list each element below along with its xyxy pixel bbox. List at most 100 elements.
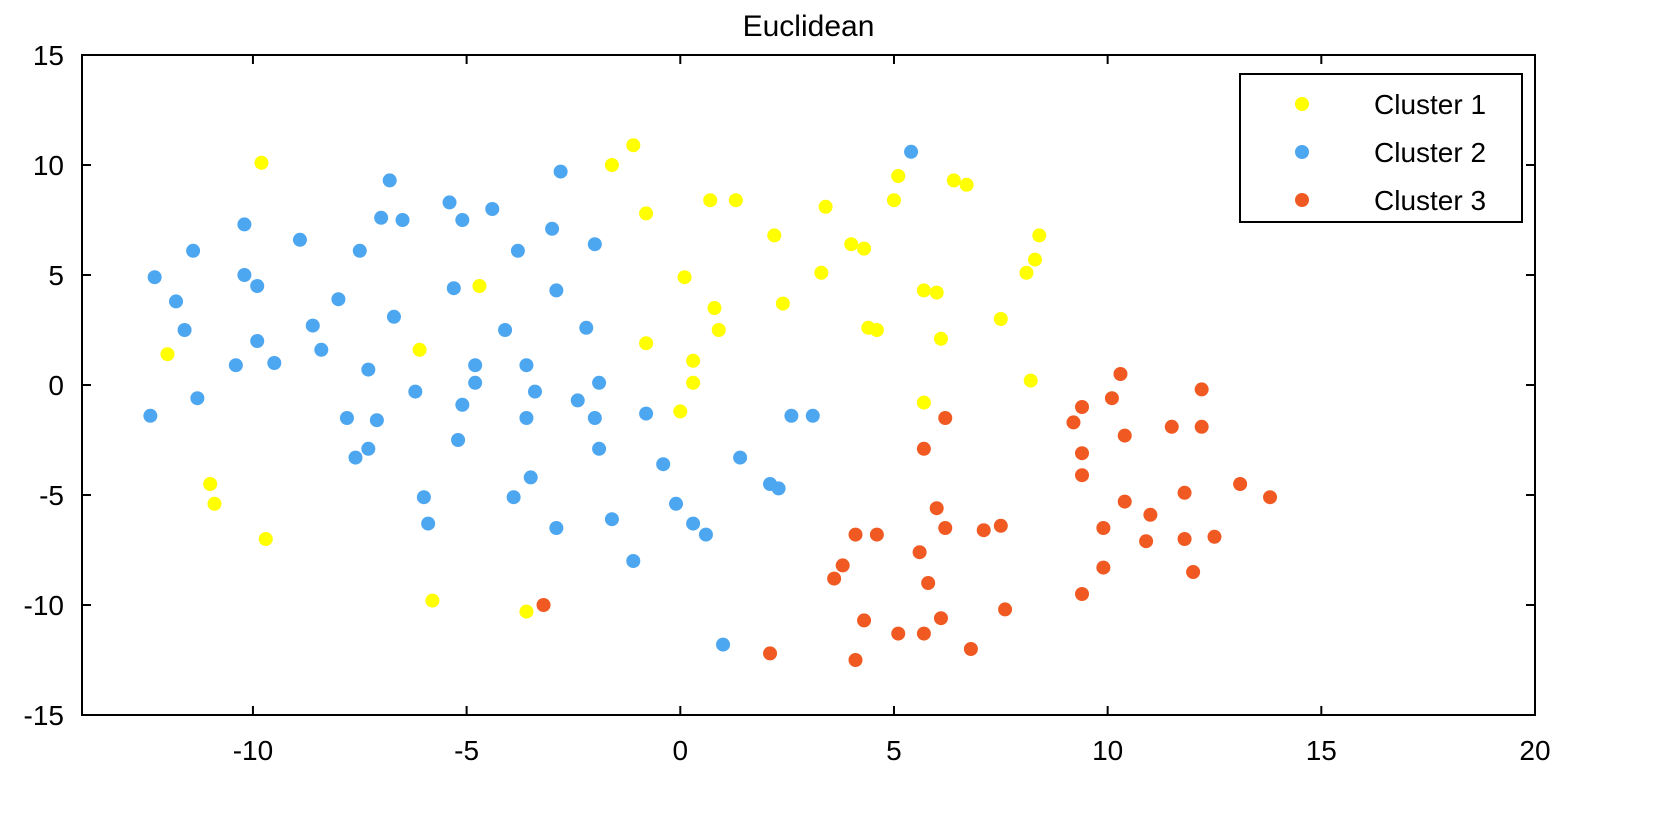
data-point	[267, 356, 282, 370]
y-tick-label: -5	[39, 480, 64, 511]
x-tick-label: -5	[454, 735, 479, 766]
data-point	[775, 296, 790, 311]
data-point	[237, 268, 252, 282]
data-point	[579, 320, 594, 335]
series-cluster-1	[160, 138, 1047, 619]
data-point	[848, 653, 863, 667]
data-point	[523, 470, 538, 485]
data-point	[869, 527, 884, 542]
data-point	[169, 294, 184, 309]
data-point	[305, 318, 320, 333]
data-point	[186, 243, 201, 258]
legend-marker	[1295, 193, 1309, 207]
data-point	[626, 138, 641, 153]
data-point	[639, 336, 654, 351]
data-point	[604, 512, 619, 527]
data-point	[348, 450, 363, 465]
data-point	[1194, 419, 1209, 434]
data-point	[1066, 415, 1081, 430]
data-point	[993, 312, 1008, 326]
data-point	[656, 457, 671, 472]
data-point	[938, 521, 953, 535]
data-point	[1075, 400, 1090, 414]
data-point	[933, 331, 948, 346]
x-tick-label: 0	[673, 735, 689, 766]
data-point	[1019, 265, 1034, 280]
data-point	[468, 375, 483, 390]
data-point	[408, 384, 423, 399]
data-point	[921, 576, 936, 590]
data-point	[686, 375, 701, 390]
data-point	[485, 202, 500, 216]
data-point	[669, 496, 684, 511]
data-point	[549, 283, 564, 298]
data-point	[1023, 373, 1038, 388]
data-point	[933, 611, 948, 626]
data-point	[425, 593, 440, 608]
data-point	[1032, 228, 1047, 243]
legend-label: Cluster 2	[1374, 137, 1486, 168]
data-point	[946, 173, 961, 188]
data-point	[733, 450, 748, 465]
data-point	[929, 285, 944, 300]
data-point	[929, 501, 944, 516]
y-tick-label: 10	[33, 150, 64, 181]
data-point	[177, 323, 192, 337]
data-point	[519, 358, 534, 373]
data-point	[1263, 490, 1278, 505]
legend-box	[1239, 73, 1523, 223]
data-point	[891, 169, 906, 183]
data-point	[827, 571, 842, 586]
data-point	[1113, 367, 1128, 381]
legend-marker	[1295, 97, 1309, 111]
data-point	[386, 309, 401, 324]
data-point	[904, 144, 919, 159]
data-point	[510, 243, 525, 258]
data-point	[916, 395, 931, 410]
data-point	[835, 558, 850, 573]
data-point	[468, 358, 483, 373]
data-point	[254, 155, 269, 170]
data-point	[587, 411, 602, 425]
data-point	[374, 210, 389, 225]
x-tick-label: 15	[1306, 735, 1337, 766]
data-point	[1096, 560, 1111, 575]
data-point	[912, 545, 927, 560]
data-point	[1027, 252, 1042, 267]
data-point	[382, 173, 397, 188]
data-point	[869, 323, 884, 337]
data-point	[455, 397, 470, 412]
data-point	[848, 527, 863, 542]
data-point	[369, 413, 384, 428]
data-point	[677, 270, 692, 285]
data-point	[237, 217, 252, 232]
data-point	[716, 637, 731, 652]
data-point	[639, 206, 654, 221]
data-point	[498, 323, 513, 337]
data-point	[998, 602, 1013, 617]
data-point	[1117, 494, 1132, 509]
data-point	[891, 626, 906, 641]
data-point	[527, 384, 542, 399]
data-point	[626, 554, 641, 568]
data-point	[707, 301, 722, 315]
data-point	[446, 281, 461, 296]
data-point	[416, 490, 431, 505]
data-point	[190, 391, 205, 406]
data-point	[818, 199, 833, 214]
data-point	[1233, 477, 1248, 491]
data-point	[604, 158, 619, 172]
x-tick-label: 20	[1519, 735, 1550, 766]
data-point	[207, 496, 222, 511]
chart-title: Euclidean	[743, 10, 875, 43]
data-point	[472, 279, 487, 293]
y-tick-label: -10	[24, 590, 64, 621]
data-point	[1177, 532, 1192, 546]
data-point	[976, 523, 991, 538]
data-point	[639, 406, 654, 421]
data-point	[545, 221, 560, 236]
data-point	[1075, 468, 1090, 483]
data-point	[1194, 382, 1209, 397]
legend: Cluster 1 Cluster 2 Cluster 3	[1239, 73, 1523, 223]
y-tick-label: 5	[48, 260, 64, 291]
